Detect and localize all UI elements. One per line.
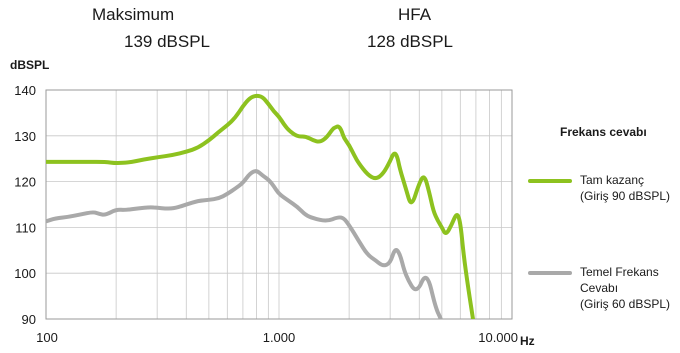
hfa-value: 128 dBSPL <box>367 32 454 51</box>
legend-swatch-full-gain <box>528 179 572 183</box>
legend-text-line: (Giriş 90 dBSPL) <box>580 189 671 203</box>
series-line-basic-response <box>46 169 443 319</box>
y-tick-label: 120 <box>14 175 36 190</box>
y-tick-label: 140 <box>14 83 36 98</box>
series-line-full-gain <box>46 93 475 319</box>
x-tick-label: 10.000 <box>478 330 518 345</box>
hfa-label: HFA <box>398 5 432 24</box>
legend-text-line: Temel Frekans <box>580 265 659 279</box>
y-tick-label: 110 <box>15 220 36 235</box>
legend-swatch-basic-response <box>528 271 572 275</box>
y-axis-label: dBSPL <box>10 58 49 72</box>
legend-text-line: (Giriş 60 dBSPL) <box>580 297 671 311</box>
x-tick-label: 1.000 <box>263 330 296 345</box>
x-axis-label: Hz <box>520 334 535 348</box>
y-tick-label: 100 <box>14 266 36 281</box>
max-label: Maksimum <box>92 5 175 24</box>
y-tick-label: 90 <box>22 312 36 327</box>
max-value: 139 dBSPL <box>124 32 211 51</box>
legend-title: Frekans cevabı <box>560 125 647 139</box>
grid <box>45 89 513 320</box>
plot-frame <box>45 89 513 320</box>
series-lines <box>46 93 475 319</box>
legend-text-line: Tam kazanç <box>580 173 645 187</box>
x-tick-label: 100 <box>36 330 58 345</box>
y-tick-label: 130 <box>14 129 36 144</box>
legend-text-line: Cevabı <box>580 281 619 295</box>
